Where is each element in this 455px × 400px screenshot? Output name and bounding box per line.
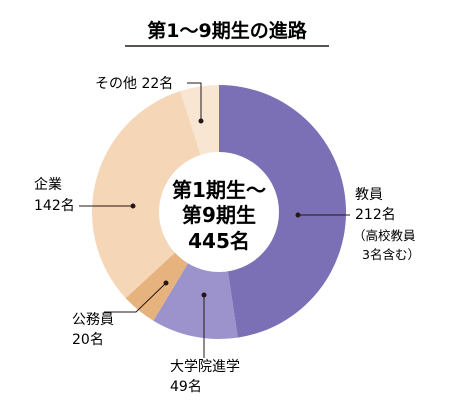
label-grad-value: 49名 <box>170 379 202 395</box>
center-line-3: 445名 <box>188 229 250 253</box>
label-grad-name: 大学院進学 <box>170 359 240 375</box>
donut-hole <box>159 152 279 272</box>
center-line-2: 第9期生 <box>182 203 256 227</box>
slice-teacher <box>219 84 347 338</box>
label-civil-value: 20名 <box>72 332 104 348</box>
label-teacher-note-1: （高校教員 <box>353 228 416 243</box>
label-civil-name: 公務員 <box>72 312 114 328</box>
label-teacher-note-2: 3名含む） <box>362 247 420 262</box>
label-teacher-value: 212名 <box>355 207 396 223</box>
label-teacher-name: 教員 <box>355 187 383 203</box>
chart-title: 第1～9期生の進路 <box>147 19 307 42</box>
leader-line-other <box>187 82 202 121</box>
slice-company <box>92 91 219 299</box>
leader-line-civil <box>104 282 167 313</box>
label-other: その他 22名 <box>95 76 173 92</box>
label-company-name: 企業 <box>34 176 62 193</box>
center-line-1: 第1期生～ <box>172 178 266 202</box>
label-company-value: 142名 <box>34 198 75 214</box>
